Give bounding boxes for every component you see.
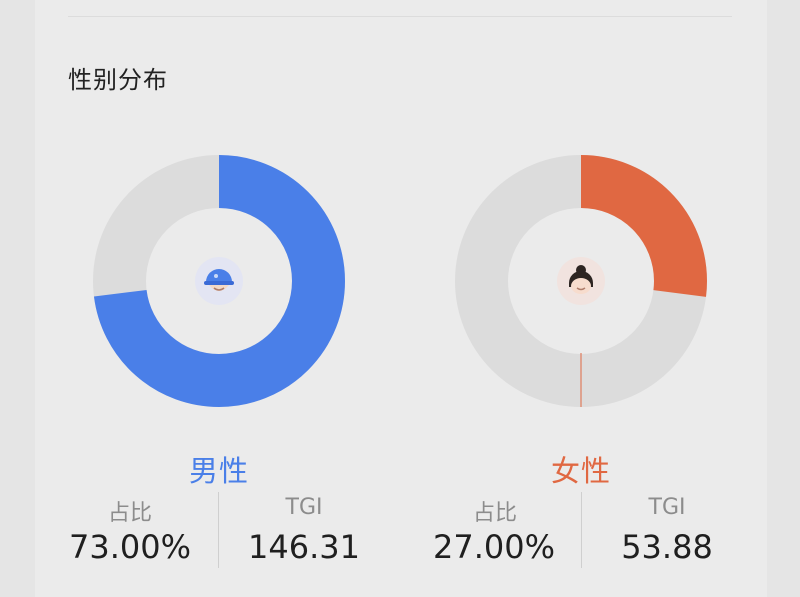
male-tgi-label: TGI: [285, 495, 323, 520]
female-share-value: 27.00%: [432, 528, 555, 566]
male-stat-divider: [218, 492, 219, 568]
male-share-label: 占比: [107, 501, 152, 526]
female-tgi-value: 53.88: [621, 528, 713, 566]
female-tgi-label: TGI: [648, 495, 686, 520]
female-stat-divider: [581, 492, 582, 568]
male-donut-segment: [93, 155, 345, 407]
top-divider: [68, 16, 732, 17]
female-avatar-icon: [554, 254, 608, 308]
male-donut-chart: [93, 155, 345, 407]
male-label: 男性: [188, 454, 249, 488]
section-title: 性别分布: [68, 66, 168, 94]
female-donut-segment: [455, 155, 707, 407]
female-share-label: 占比: [472, 501, 517, 526]
male-share-value: 73.00%: [68, 528, 191, 566]
male-avatar-icon: [192, 254, 246, 308]
female-donut-chart: [455, 155, 707, 407]
male-tgi-value: 146.31: [248, 528, 360, 566]
female-label: 女性: [550, 454, 611, 488]
gender-panel: [35, 0, 767, 597]
